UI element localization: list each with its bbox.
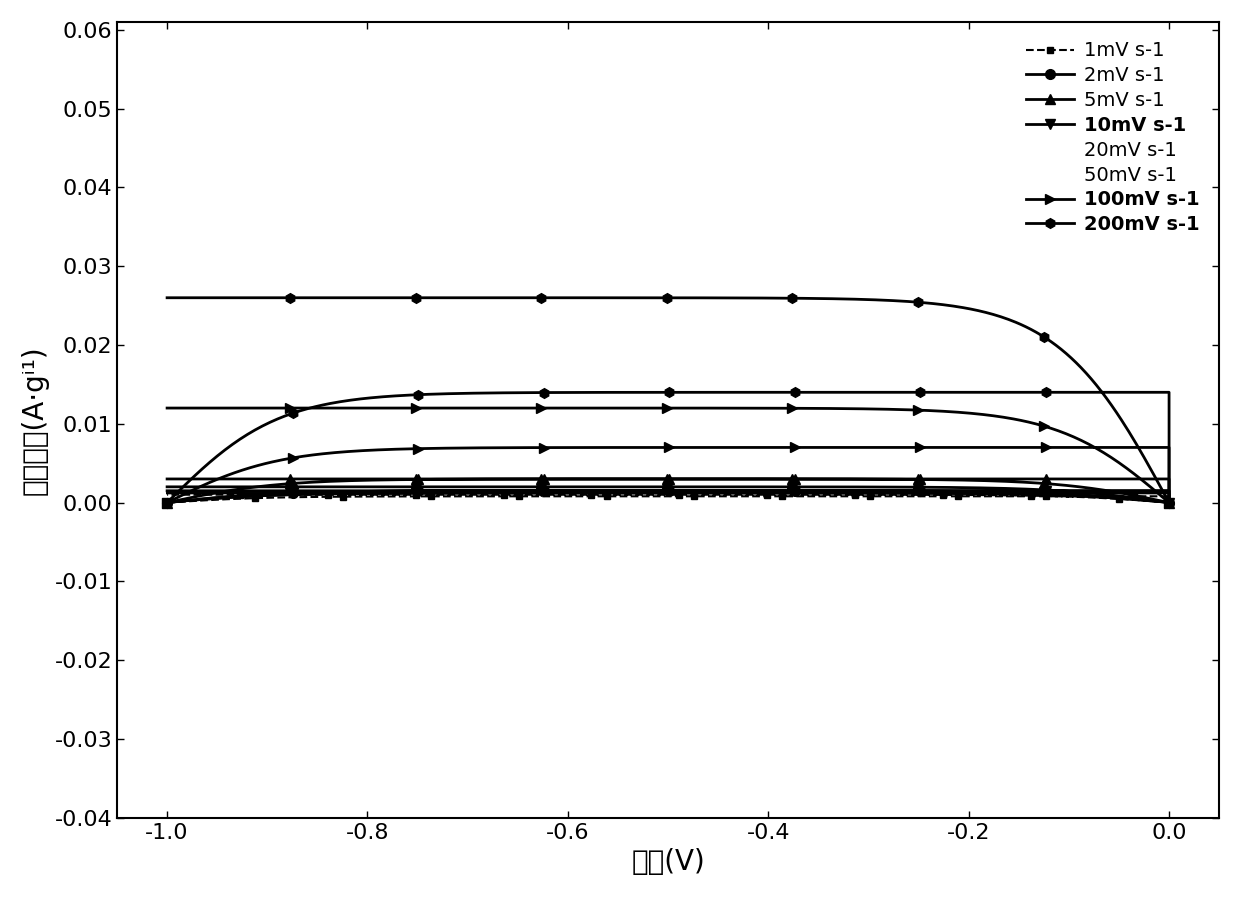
1mV s-1 xyxy=(1001,490,1016,501)
200mV s-1 xyxy=(160,497,175,508)
100mV s-1 xyxy=(949,406,963,417)
100mV s-1 xyxy=(160,497,175,508)
Legend: 1mV s-1, 2mV s-1, 5mV s-1, 10mV s-1, 20mV s-1, 50mV s-1, 100mV s-1, 200mV s-1: 1mV s-1, 2mV s-1, 5mV s-1, 10mV s-1, 20m… xyxy=(1016,31,1209,244)
50mV s-1 xyxy=(998,489,1013,500)
50mV s-1 xyxy=(160,497,175,508)
1mV s-1 xyxy=(645,490,660,501)
X-axis label: 电位(V): 电位(V) xyxy=(631,849,706,876)
100mV s-1 xyxy=(283,453,298,464)
5mV s-1 xyxy=(946,475,961,485)
1mV s-1 xyxy=(160,497,175,508)
50mV s-1 xyxy=(436,488,451,499)
2mV s-1 xyxy=(645,482,660,492)
200mV s-1 xyxy=(888,295,903,306)
100mV s-1 xyxy=(439,403,454,414)
200mV s-1 xyxy=(645,292,660,303)
20mV s-1 xyxy=(436,488,451,499)
Line: 20mV s-1: 20mV s-1 xyxy=(167,493,1169,502)
100mV s-1 xyxy=(645,403,660,414)
1mV s-1 xyxy=(949,490,963,501)
Line: 1mV s-1: 1mV s-1 xyxy=(165,492,1172,505)
10mV s-1 xyxy=(946,486,961,497)
50mV s-1 xyxy=(946,488,961,499)
5mV s-1 xyxy=(283,478,298,489)
5mV s-1 xyxy=(998,476,1013,487)
2mV s-1 xyxy=(283,488,298,499)
2mV s-1 xyxy=(439,482,454,492)
10mV s-1 xyxy=(1162,485,1177,496)
1mV s-1 xyxy=(160,490,175,501)
20mV s-1 xyxy=(160,488,175,499)
20mV s-1 xyxy=(160,497,175,508)
100mV s-1 xyxy=(160,403,175,414)
20mV s-1 xyxy=(885,488,900,499)
50mV s-1 xyxy=(1162,488,1177,499)
100mV s-1 xyxy=(888,404,903,414)
Y-axis label: 电流密度(A·gⁱ¹): 电流密度(A·gⁱ¹) xyxy=(21,345,48,494)
50mV s-1 xyxy=(283,490,298,501)
1mV s-1 xyxy=(439,490,454,501)
Line: 50mV s-1: 50mV s-1 xyxy=(167,493,1169,502)
5mV s-1 xyxy=(160,474,175,484)
10mV s-1 xyxy=(885,485,900,496)
Line: 10mV s-1: 10mV s-1 xyxy=(162,486,1174,508)
Line: 100mV s-1: 100mV s-1 xyxy=(162,403,1174,508)
20mV s-1 xyxy=(1162,488,1177,499)
Line: 5mV s-1: 5mV s-1 xyxy=(162,475,1174,508)
50mV s-1 xyxy=(642,488,657,499)
Line: 2mV s-1: 2mV s-1 xyxy=(162,482,1174,508)
1mV s-1 xyxy=(888,490,903,501)
20mV s-1 xyxy=(283,490,298,501)
1mV s-1 xyxy=(283,492,298,502)
20mV s-1 xyxy=(642,488,657,499)
50mV s-1 xyxy=(885,488,900,499)
Line: 200mV s-1: 200mV s-1 xyxy=(162,293,1174,508)
10mV s-1 xyxy=(998,486,1013,497)
5mV s-1 xyxy=(1162,474,1177,484)
200mV s-1 xyxy=(949,301,963,312)
2mV s-1 xyxy=(949,482,963,492)
5mV s-1 xyxy=(160,497,175,508)
5mV s-1 xyxy=(436,474,451,484)
2mV s-1 xyxy=(160,482,175,492)
5mV s-1 xyxy=(885,474,900,484)
10mV s-1 xyxy=(436,485,451,496)
10mV s-1 xyxy=(283,488,298,499)
100mV s-1 xyxy=(1001,413,1016,423)
200mV s-1 xyxy=(439,292,454,303)
10mV s-1 xyxy=(160,485,175,496)
200mV s-1 xyxy=(160,292,175,303)
10mV s-1 xyxy=(160,497,175,508)
2mV s-1 xyxy=(888,482,903,492)
20mV s-1 xyxy=(998,489,1013,500)
20mV s-1 xyxy=(946,488,961,499)
50mV s-1 xyxy=(160,488,175,499)
5mV s-1 xyxy=(642,474,657,484)
2mV s-1 xyxy=(160,497,175,508)
200mV s-1 xyxy=(1001,314,1016,325)
2mV s-1 xyxy=(1001,483,1016,494)
10mV s-1 xyxy=(642,485,657,496)
200mV s-1 xyxy=(283,409,298,420)
